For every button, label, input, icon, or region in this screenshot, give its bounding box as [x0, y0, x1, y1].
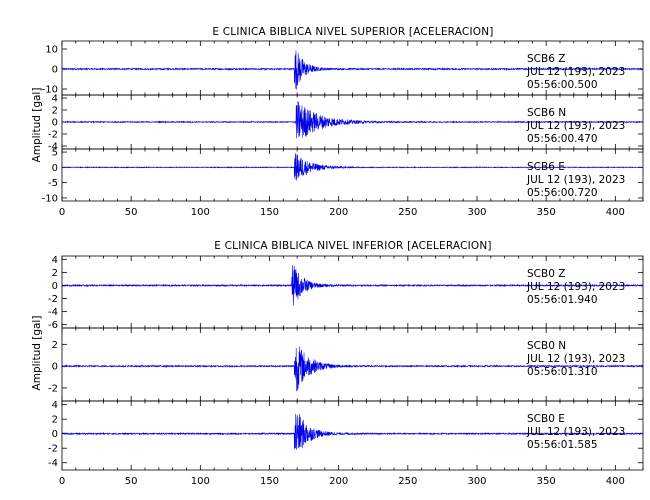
x-tick-label: 100 [191, 476, 210, 487]
time-label: 05:56:00.500 [527, 79, 598, 91]
panel-upper-ylabel: Amplitud [gal] [31, 88, 43, 163]
x-tick-label: 200 [329, 207, 348, 218]
seismic-trace [61, 101, 644, 139]
x-tick-label: 250 [398, 476, 417, 487]
y-tick-label: 0 [52, 163, 58, 174]
y-tick-label: -2 [48, 130, 58, 141]
station-component-label: SCB0 N [527, 340, 566, 352]
y-tick-label: -2 [48, 294, 58, 305]
date-label: JUL 12 (193), 2023 [526, 174, 625, 186]
y-tick-label: 0 [52, 362, 58, 373]
x-tick-label: 0 [59, 207, 65, 218]
x-tick-label: 100 [191, 207, 210, 218]
y-tick-label: -2 [48, 444, 58, 455]
station-component-label: SCB6 Z [527, 53, 565, 65]
panel-upper-title: E CLINICA BIBLICA NIVEL SUPERIOR [ACELER… [212, 26, 493, 38]
y-tick-label: -4 [48, 307, 58, 318]
y-tick-label: 2 [52, 415, 58, 426]
seismic-trace [61, 265, 644, 306]
y-tick-label: 4 [52, 255, 58, 266]
y-tick-label: 0 [52, 65, 58, 76]
time-label: 05:56:01.940 [527, 294, 598, 306]
time-label: 05:56:01.310 [527, 366, 598, 378]
x-tick-label: 200 [329, 476, 348, 487]
y-tick-label: 4 [52, 94, 58, 105]
x-tick-label: 350 [537, 476, 556, 487]
y-tick-label: -5 [48, 178, 58, 189]
y-tick-label: -10 [42, 85, 58, 96]
seismic-trace [61, 346, 644, 392]
panel-lower-title: E CLINICA BIBLICA NIVEL INFERIOR [ACELER… [214, 240, 491, 252]
x-tick-label: 400 [606, 207, 625, 218]
y-tick-label: -2 [48, 383, 58, 394]
y-tick-label: -6 [48, 320, 58, 331]
y-tick-label: 0 [52, 429, 58, 440]
station-component-label: SCB0 E [527, 413, 565, 425]
time-label: 05:56:01.585 [527, 439, 598, 451]
y-tick-label: 5 [52, 148, 58, 159]
seismic-trace [61, 153, 644, 181]
x-tick-label: 250 [398, 207, 417, 218]
station-component-label: SCB0 Z [527, 268, 565, 280]
x-tick-label: 300 [467, 207, 486, 218]
x-tick-label: 350 [537, 207, 556, 218]
y-tick-label: 2 [52, 268, 58, 279]
x-tick-label: 400 [606, 476, 625, 487]
y-tick-label: -4 [48, 142, 58, 153]
x-tick-label: 50 [125, 476, 138, 487]
y-tick-label: 2 [52, 106, 58, 117]
x-tick-label: 150 [260, 476, 279, 487]
panel-upper: E CLINICA BIBLICA NIVEL SUPERIOR [ACELER… [31, 26, 644, 218]
seismic-trace [61, 50, 644, 90]
y-tick-label: 0 [52, 281, 58, 292]
station-component-label: SCB6 E [527, 161, 565, 173]
date-label: JUL 12 (193), 2023 [526, 426, 625, 438]
y-tick-label: 10 [45, 45, 58, 56]
seismic-trace [61, 413, 644, 450]
x-tick-label: 150 [260, 207, 279, 218]
date-label: JUL 12 (193), 2023 [526, 353, 625, 365]
date-label: JUL 12 (193), 2023 [526, 281, 625, 293]
x-tick-label: 50 [125, 207, 138, 218]
y-tick-label: 2 [52, 340, 58, 351]
panel-lower: E CLINICA BIBLICA NIVEL INFERIOR [ACELER… [31, 240, 644, 487]
time-label: 05:56:00.470 [527, 133, 598, 145]
y-tick-label: -4 [48, 458, 58, 469]
panel-lower-ylabel: Amplitud [gal] [31, 316, 43, 391]
date-label: JUL 12 (193), 2023 [526, 66, 625, 78]
y-tick-label: 4 [52, 400, 58, 411]
y-tick-label: -10 [42, 193, 58, 204]
time-label: 05:56:00.720 [527, 187, 598, 199]
x-tick-label: 300 [467, 476, 486, 487]
x-tick-label: 0 [59, 476, 65, 487]
date-label: JUL 12 (193), 2023 [526, 120, 625, 132]
y-tick-label: 0 [52, 118, 58, 129]
station-component-label: SCB6 N [527, 107, 566, 119]
